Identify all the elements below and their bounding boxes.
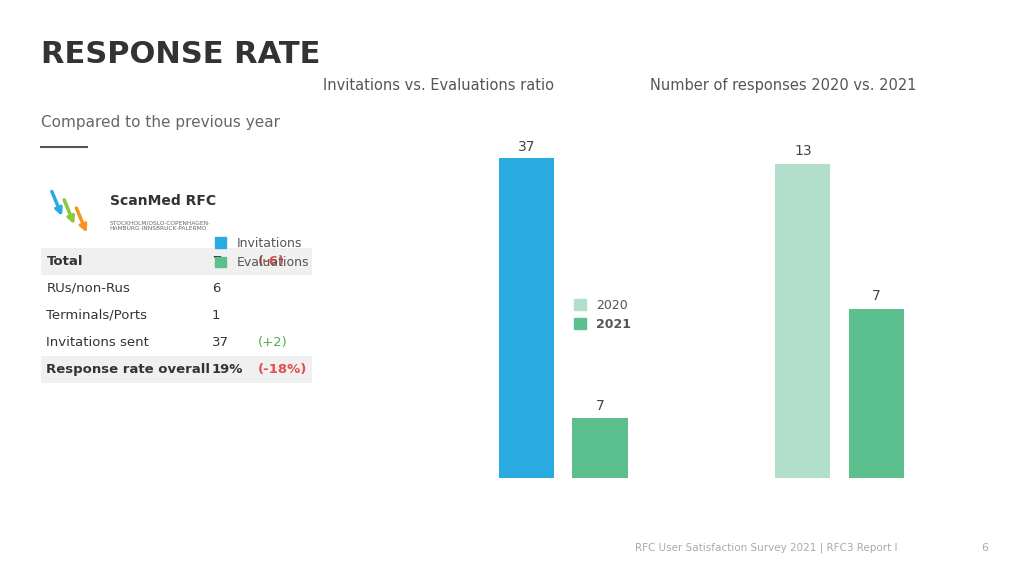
- Text: (+2): (+2): [258, 336, 288, 349]
- Text: 19%: 19%: [212, 363, 244, 376]
- Bar: [41, 356, 312, 383]
- Text: Terminals/Ports: Terminals/Ports: [46, 309, 147, 322]
- Bar: [775, 164, 830, 478]
- Text: 37: 37: [212, 336, 229, 349]
- Legend: 2020, 2021: 2020, 2021: [569, 294, 636, 336]
- Text: (-18%): (-18%): [258, 363, 307, 376]
- Text: 6: 6: [981, 543, 988, 553]
- Text: RUs/non-Rus: RUs/non-Rus: [46, 282, 130, 295]
- Bar: [41, 248, 312, 275]
- Text: RFC User Satisfaction Survey 2021 | RFC3 Report I: RFC User Satisfaction Survey 2021 | RFC3…: [635, 543, 897, 553]
- Text: RESPONSE RATE: RESPONSE RATE: [41, 40, 321, 69]
- Text: STOCKHOLM/OSLO·COPENHAGEN·
HAMBURG·INNSBRUCK·PALERMO: STOCKHOLM/OSLO·COPENHAGEN· HAMBURG·INNSB…: [110, 220, 211, 231]
- Text: Invitations sent: Invitations sent: [46, 336, 150, 349]
- Text: Response rate overall: Response rate overall: [46, 363, 210, 376]
- Text: (-6): (-6): [258, 255, 285, 268]
- Text: Number of responses 2020 vs. 2021: Number of responses 2020 vs. 2021: [650, 78, 916, 93]
- Text: 7: 7: [212, 255, 221, 268]
- Bar: [572, 418, 628, 478]
- Bar: [499, 158, 554, 478]
- Bar: [849, 309, 904, 478]
- Text: Compared to the previous year: Compared to the previous year: [41, 115, 280, 130]
- Text: Total: Total: [46, 255, 83, 268]
- Text: 1: 1: [212, 309, 220, 322]
- Text: 7: 7: [596, 399, 604, 414]
- Text: Invitations vs. Evaluations ratio: Invitations vs. Evaluations ratio: [323, 78, 554, 93]
- Legend: Invitations, Evaluations: Invitations, Evaluations: [210, 232, 313, 274]
- Text: 7: 7: [872, 289, 881, 303]
- Text: 37: 37: [517, 140, 536, 154]
- Text: 6: 6: [212, 282, 220, 295]
- Text: ScanMed RFC: ScanMed RFC: [110, 194, 216, 208]
- Text: 13: 13: [794, 143, 812, 158]
